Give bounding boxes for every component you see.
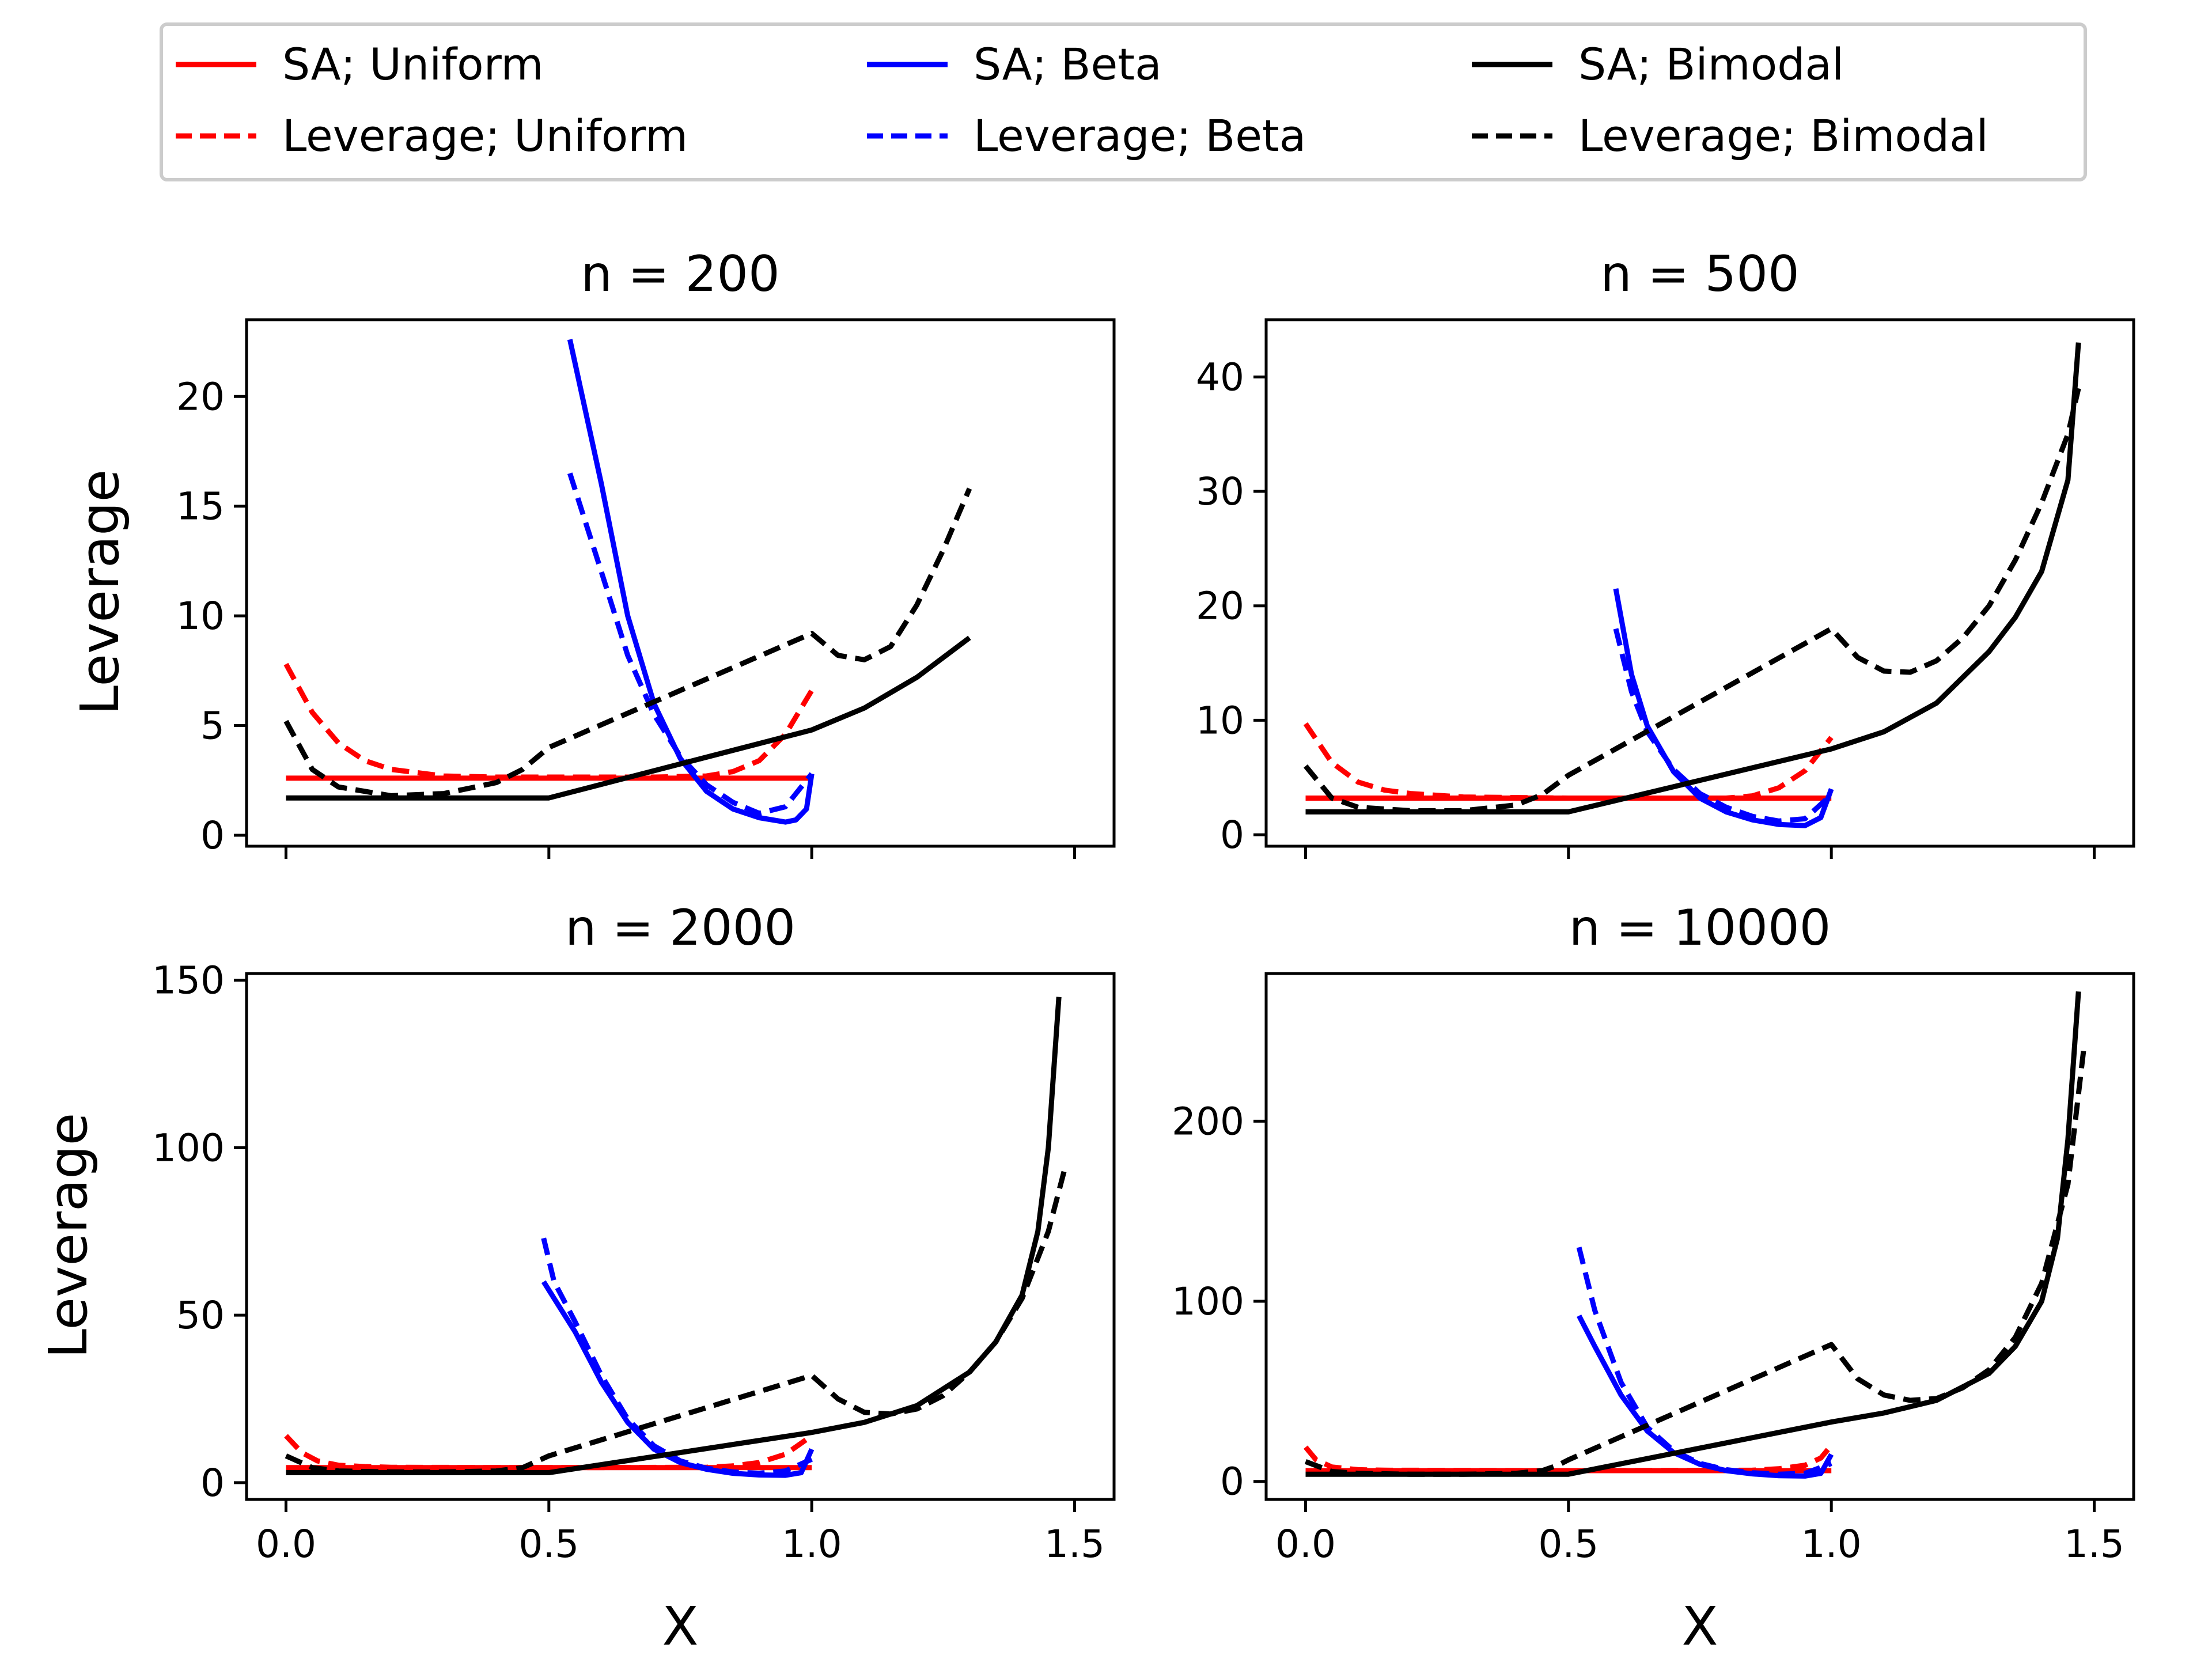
y-tick-label: 10 <box>176 594 225 638</box>
x-tick-label: 1.5 <box>1044 1522 1105 1566</box>
y-tick-label: 5 <box>200 704 225 748</box>
panel-4: n = 10000 0.0 0.5 1.0 1.5 0 100 200 <box>1172 899 2135 1566</box>
series-line-leverage-bimodal <box>1304 388 2081 813</box>
y-tick-label: 0 <box>200 1461 225 1505</box>
legend-label-leverage-uniform: Leverage; Uniform <box>282 110 688 161</box>
ylabel-bottom: Leverage <box>37 1113 99 1359</box>
y-tick-label: 150 <box>152 959 225 1003</box>
x-tick-label: 0.0 <box>256 1522 316 1566</box>
y-tick-label: 0 <box>1220 813 1244 857</box>
x-tick-label: 0.5 <box>1538 1522 1599 1566</box>
legend-label-sa-bimodal: SA; Bimodal <box>1578 39 1844 90</box>
series-line-leverage-bimodal <box>285 1170 1067 1475</box>
series-group <box>1303 342 2081 828</box>
legend-label-leverage-bimodal: Leverage; Bimodal <box>1578 110 1988 161</box>
y-tick-label: 100 <box>1172 1279 1244 1324</box>
plot-frame <box>245 318 1116 848</box>
series-line-leverage-bimodal <box>1304 1048 2086 1477</box>
y-tick-label: 20 <box>176 374 225 419</box>
panel-3: n = 2000 0.0 0.5 1.0 1.5 0 50 100 150 <box>152 899 1116 1566</box>
x-tick-label: 0.0 <box>1275 1522 1336 1566</box>
y-tick-label: 0 <box>1220 1460 1244 1504</box>
y-tick-label: 10 <box>1196 698 1244 743</box>
series-line-leverage-bimodal <box>283 487 972 798</box>
series-line-sa-beta <box>1613 588 1834 828</box>
axis-labels: Leverage Leverage X X <box>37 469 1718 1657</box>
y-tick-label: 100 <box>152 1126 225 1170</box>
series-line-sa-bimodal <box>286 635 971 801</box>
xlabel-left: X <box>662 1596 698 1657</box>
y-tick-label: 50 <box>176 1293 225 1338</box>
y-tick-label: 40 <box>1196 355 1244 399</box>
xlabel-right: X <box>1681 1596 1718 1657</box>
legend-label-sa-uniform: SA; Uniform <box>282 39 544 90</box>
series-line-leverage-uniform <box>1304 1444 1834 1474</box>
legend-label-leverage-beta: Leverage; Beta <box>974 110 1306 161</box>
legend-label-sa-beta: SA; Beta <box>974 39 1162 90</box>
series-line-leverage-uniform <box>1303 722 1834 801</box>
series-line-sa-bimodal <box>1305 991 2081 1477</box>
x-tick-label: 1.0 <box>782 1522 842 1566</box>
x-tick-label: 0.5 <box>518 1522 579 1566</box>
panel-title: n = 200 <box>581 245 779 303</box>
series-line-leverage-uniform <box>284 1433 813 1471</box>
series-line-sa-beta <box>1577 1315 1834 1479</box>
series-group <box>283 339 972 825</box>
panel-1: n = 200 0 5 10 15 20 <box>176 245 1116 859</box>
series-line-leverage-beta <box>1613 628 1834 824</box>
panel-title: n = 500 <box>1600 245 1799 303</box>
y-tick-label: 30 <box>1196 469 1244 514</box>
series-line-sa-bimodal <box>286 997 1062 1475</box>
series-line-sa-beta <box>541 1280 815 1478</box>
series-group <box>1304 991 2086 1479</box>
series-line-leverage-uniform <box>283 662 815 780</box>
series-line-leverage-beta <box>541 1237 813 1476</box>
series-line-leverage-beta <box>567 472 814 816</box>
panel-title: n = 2000 <box>565 899 796 957</box>
ylabel-top: Leverage <box>69 469 131 715</box>
legend: SA; Uniform SA; Beta SA; Bimodal Leverage; … <box>160 22 2087 181</box>
y-tick-label: 15 <box>176 484 225 529</box>
x-tick-label: 1.0 <box>1801 1522 1862 1566</box>
series-line-leverage-beta <box>1576 1247 1832 1477</box>
series-group <box>284 997 1067 1478</box>
series-line-sa-beta <box>567 339 815 825</box>
plot-frame <box>1264 972 2135 1501</box>
y-tick-label: 20 <box>1196 584 1244 628</box>
y-tick-label: 0 <box>200 813 225 858</box>
legend-frame <box>160 22 2087 181</box>
y-tick-label: 200 <box>1172 1099 1244 1143</box>
panel-title: n = 10000 <box>1569 899 1831 957</box>
legend-items: SA; Uniform SA; Beta SA; Bimodal Leverage; … <box>176 39 1988 161</box>
panel-2: n = 500 0 10 20 30 40 <box>1196 245 2135 859</box>
plot-frame <box>1264 318 2135 848</box>
plot-frame <box>245 972 1116 1501</box>
series-line-sa-bimodal <box>1305 342 2081 815</box>
x-tick-label: 1.5 <box>2064 1522 2124 1566</box>
